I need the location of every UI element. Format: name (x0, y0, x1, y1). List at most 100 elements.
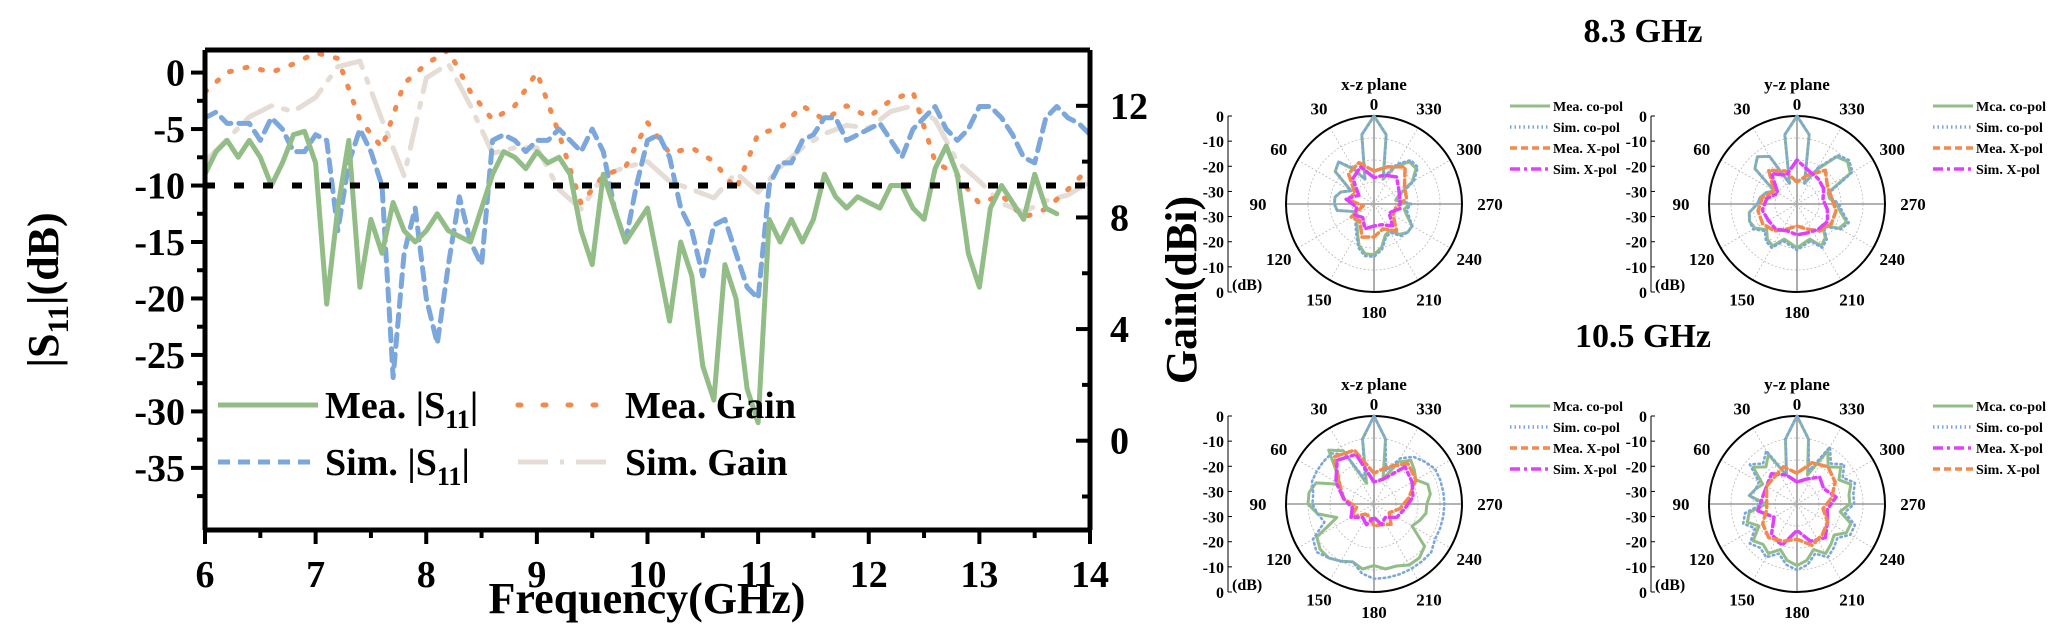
polar-angle-label: 300 (1880, 440, 1906, 459)
polar-series-2 (1756, 168, 1838, 233)
polar-grid-spoke (1720, 159, 1874, 249)
polar-angle-label: 180 (1784, 303, 1810, 322)
polar-angle-label: 30 (1734, 100, 1751, 119)
polar-series-3 (1344, 165, 1402, 231)
polar-radial-unit: (dB) (1232, 277, 1262, 294)
polar-legend-label: Sim. X-pol (1553, 163, 1617, 178)
polar-radial-label: -30 (1626, 484, 1647, 501)
polar-angle-label: 240 (1457, 250, 1483, 269)
polar-radial-label: -10 (1203, 560, 1224, 577)
polar-legend-label: Mca. co-pol (1976, 400, 2046, 415)
polar-panel-2: y-z plane0306090120150180210240270300330… (1626, 75, 2046, 322)
series-mea-gain (202, 47, 1093, 220)
polar-angle-label: 60 (1270, 440, 1287, 459)
polar-radial-label: -30 (1203, 510, 1224, 527)
polar-radial-label: -10 (1203, 260, 1224, 277)
polar-angle-label: 90 (1673, 195, 1690, 214)
y-axis-title-right: Gain(dBi) (1157, 196, 1206, 384)
polar-angle-label: 150 (1306, 290, 1332, 309)
polar-radial-label: 0 (1639, 585, 1647, 602)
polar-angle-label: 120 (1689, 250, 1715, 269)
polar-radial-label: 0 (1639, 285, 1647, 302)
polar-angle-label: 150 (1729, 590, 1755, 609)
polar-angle-label: 180 (1361, 603, 1387, 622)
polar-radial-label: -20 (1203, 159, 1224, 176)
polar-radial-label: -30 (1203, 184, 1224, 201)
polar-angle-label: 210 (1839, 290, 1865, 309)
polar-angle-label: 300 (1457, 440, 1483, 459)
x-axis-title: Frequency(GHz) (489, 574, 806, 623)
legend-sim-s11-sub: 11 (437, 462, 462, 491)
x-tick-label: 6 (196, 554, 215, 596)
polar-legend-label: Mea. X-pol (1553, 142, 1620, 157)
polar-angle-label: 240 (1880, 550, 1906, 569)
polar-series-1 (1310, 414, 1446, 581)
polar-radial-label: -20 (1626, 159, 1647, 176)
y-axis-title-part1: |S (19, 334, 68, 368)
polar-grid-spoke (1752, 127, 1842, 281)
s11-legend: Mea. |S11| Mea. Gain Sim. |S11| Sim. Gai… (218, 385, 796, 491)
polar-legend-label: Sim. co-pol (1553, 121, 1620, 136)
y-axis-title-sub: 11 (42, 305, 75, 333)
polar-plane-title: x-z plane (1341, 75, 1407, 94)
polar-radial-label: -20 (1203, 459, 1224, 476)
x-tick-label: 7 (306, 554, 325, 596)
x-tick-label: 9 (527, 554, 546, 596)
polar-legend-label: Mca. co-pol (1553, 400, 1623, 415)
legend-label-mea-s11: Mea. |S11| (325, 385, 478, 434)
polar-radial-label: -20 (1626, 235, 1647, 252)
polar-angle-label: 180 (1361, 303, 1387, 322)
polar-grid-spoke (1297, 159, 1451, 249)
polar-angle-label: 270 (1900, 195, 1926, 214)
legend-sim-s11-main: Sim. |S (325, 442, 437, 484)
y-right-tick-label: 8 (1110, 197, 1129, 239)
polar-angle-label: 270 (1477, 195, 1503, 214)
polar-radial-unit: (dB) (1232, 577, 1262, 594)
polar-radial-label: -20 (1626, 535, 1647, 552)
polar-series-3 (1760, 158, 1830, 237)
polar-radial-label: 0 (1216, 585, 1224, 602)
polar-angle-label: 300 (1880, 140, 1906, 159)
polar-series-1 (1333, 114, 1420, 259)
polar-legend-label: Sim. co-pol (1553, 421, 1620, 436)
polar-angle-label: 300 (1457, 140, 1483, 159)
legend-mea-s11-bar: | (470, 385, 478, 427)
polar-legend-label: Sim. X-pol (1976, 163, 2040, 178)
polar-radial-label: -30 (1203, 210, 1224, 227)
polar-legend-label: Mea. co-pol (1553, 100, 1623, 115)
polar-series-2 (1332, 448, 1418, 528)
polar-panel-3: x-z plane0306090120150180210240270300330… (1203, 375, 1623, 622)
polar-angle-label: 210 (1839, 590, 1865, 609)
polar-angle-label: 150 (1306, 590, 1332, 609)
polar-series-3 (1334, 452, 1415, 527)
polar-angle-label: 150 (1729, 290, 1755, 309)
x-tick-label: 11 (740, 554, 776, 596)
polar-radial-label: -10 (1626, 560, 1647, 577)
s11-axes: 6 7 8 9 10 11 12 13 14 0 -5 -10 -15 -20 -25 -30 -35 12 8 4 0 (134, 47, 1148, 596)
legend-sim-s11-bar: | (461, 442, 469, 484)
polar-angle-label: 60 (1270, 140, 1287, 159)
polar-angle-label: 330 (1416, 400, 1442, 419)
polar-angle-label: 60 (1693, 440, 1710, 459)
y-axis-title-part2: |(dB) (19, 212, 68, 305)
polar-radial-label: 0 (1216, 109, 1224, 126)
polar-legend-label: Sim. co-pol (1976, 121, 2043, 136)
polar-angle-label: 180 (1784, 603, 1810, 622)
polar-legend-label: Mca. co-pol (1976, 100, 2046, 115)
legend-mea-s11-main: Mea. |S (325, 385, 445, 427)
y-tick-label: -20 (134, 278, 185, 320)
s11-series-group (202, 47, 1093, 426)
polar-plane-title: y-z plane (1764, 375, 1830, 394)
s11-gain-chart: 6 7 8 9 10 11 12 13 14 0 -5 -10 -15 -20 -25 -30 -35 12 8 4 0… (19, 47, 1206, 623)
x-tick-label: 8 (417, 554, 436, 596)
polar-radial-label: -30 (1626, 210, 1647, 227)
polar-angle-label: 0 (1793, 395, 1802, 414)
y-tick-label: -15 (134, 222, 185, 264)
polar-legend-label: Sim. co-pol (1976, 421, 2043, 436)
polar-radial-label: 0 (1216, 285, 1224, 302)
polar-grid-spoke (1329, 427, 1419, 581)
polar-panels: x-z plane0306090120150180210240270300330… (1203, 75, 2046, 622)
polar-angle-label: 0 (1370, 395, 1379, 414)
y-right-tick-label: 0 (1110, 421, 1129, 463)
polar-angle-label: 0 (1370, 95, 1379, 114)
